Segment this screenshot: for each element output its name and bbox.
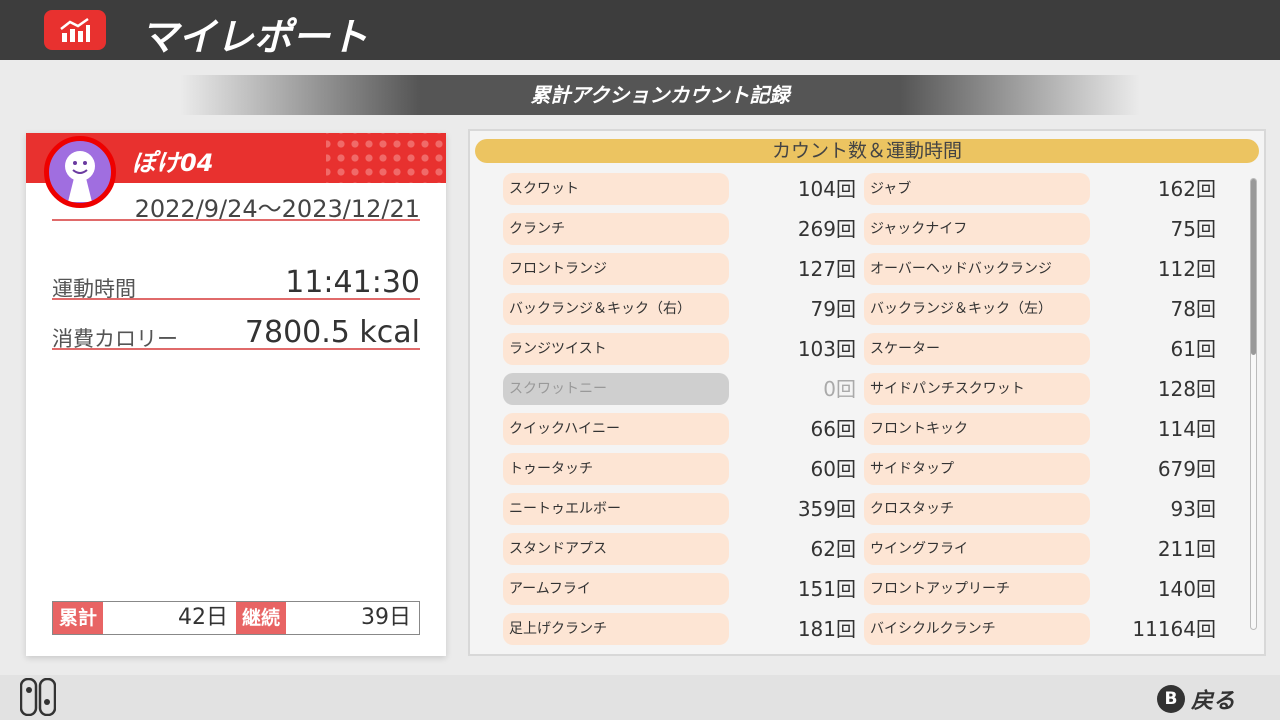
streak-days: 39日 [361, 605, 411, 630]
action-name: バイシクルクランチ [864, 613, 1090, 645]
action-name: ランジツイスト [503, 333, 729, 365]
action-name: フロントキック [864, 413, 1090, 445]
section-banner: 累計アクションカウント記録 [180, 75, 1140, 115]
action-name: トゥータッチ [503, 453, 729, 485]
action-count: 114回 [1157, 417, 1216, 441]
panel-header: カウント数＆運動時間 [475, 139, 1259, 163]
divider [52, 219, 420, 221]
calories-label: 消費カロリー [52, 327, 178, 351]
action-count: 79回 [810, 297, 856, 321]
action-count: 11164回 [1132, 617, 1216, 641]
action-name: クロスタッチ [864, 493, 1090, 525]
b-button-icon: B [1156, 685, 1185, 713]
action-name: フロントアップリーチ [864, 573, 1090, 605]
period: 2022/9/24〜2023/12/21 [134, 195, 420, 223]
action-count: 181回 [797, 617, 856, 641]
action-count: 62回 [810, 537, 856, 561]
action-count: 269回 [797, 217, 856, 241]
user-name: ぽけ04 [132, 149, 214, 177]
action-count: 127回 [797, 257, 856, 281]
header: マイレポート [0, 0, 1280, 60]
action-name: バックランジ＆キック（右） [503, 293, 729, 325]
section-title: 累計アクションカウント記録 [530, 83, 790, 107]
action-count: 128回 [1157, 377, 1216, 401]
chart-icon [44, 10, 106, 50]
action-name: クランチ [503, 213, 729, 245]
action-name: スクワットニー [503, 373, 729, 405]
action-count: 0回 [823, 377, 856, 401]
action-count: 93回 [1170, 497, 1216, 521]
profile-card: ぽけ04 2022/9/24〜2023/12/21 運動時間 11:41:30 … [26, 133, 446, 656]
action-name: サイドタップ [864, 453, 1090, 485]
days-summary: 累計 42日 継続 39日 [52, 601, 420, 635]
divider [52, 348, 420, 350]
action-count: 359回 [797, 497, 856, 521]
action-name: オーバーヘッドバックランジ [864, 253, 1090, 285]
action-name: ジャブ [864, 173, 1090, 205]
action-count: 679回 [1157, 457, 1216, 481]
exercise-time-value: 11:41:30 [285, 265, 420, 300]
action-count: 66回 [810, 417, 856, 441]
action-count: 140回 [1157, 577, 1216, 601]
action-name: ジャックナイフ [864, 213, 1090, 245]
action-count: 151回 [797, 577, 856, 601]
action-count: 104回 [797, 177, 856, 201]
action-name: サイドパンチスクワット [864, 373, 1090, 405]
back-button[interactable]: B 戻る [1156, 683, 1235, 715]
action-name: 足上げクランチ [503, 613, 729, 645]
action-name: ウイングフライ [864, 533, 1090, 565]
action-name: スタンドアプス [503, 533, 729, 565]
action-count: 61回 [1170, 337, 1216, 361]
action-count: 211回 [1157, 537, 1216, 561]
action-count: 60回 [810, 457, 856, 481]
action-name: フロントランジ [503, 253, 729, 285]
action-name: スクワット [503, 173, 729, 205]
scrollbar[interactable] [1250, 178, 1257, 630]
action-name: アームフライ [503, 573, 729, 605]
total-days: 42日 [178, 605, 228, 630]
action-count: 162回 [1157, 177, 1216, 201]
back-label: 戻る [1190, 689, 1235, 714]
action-count: 112回 [1157, 257, 1216, 281]
action-count: 78回 [1170, 297, 1216, 321]
action-name: クイックハイニー [503, 413, 729, 445]
calories-value: 7800.5 kcal [244, 315, 420, 350]
avatar [44, 136, 116, 208]
streak-label: 継続 [236, 602, 287, 634]
joycon-icon [19, 677, 57, 720]
action-count: 103回 [797, 337, 856, 361]
action-name: バックランジ＆キック（左） [864, 293, 1090, 325]
action-count: 75回 [1170, 217, 1216, 241]
action-name: スケーター [864, 333, 1090, 365]
divider [52, 298, 420, 300]
scrollbar-thumb[interactable] [1251, 179, 1256, 355]
page-title: マイレポート [140, 15, 369, 59]
exercise-time-label: 運動時間 [52, 277, 136, 301]
footer: B 戻る [0, 675, 1280, 720]
total-label: 累計 [53, 602, 104, 634]
action-name: ニートゥエルボー [503, 493, 729, 525]
